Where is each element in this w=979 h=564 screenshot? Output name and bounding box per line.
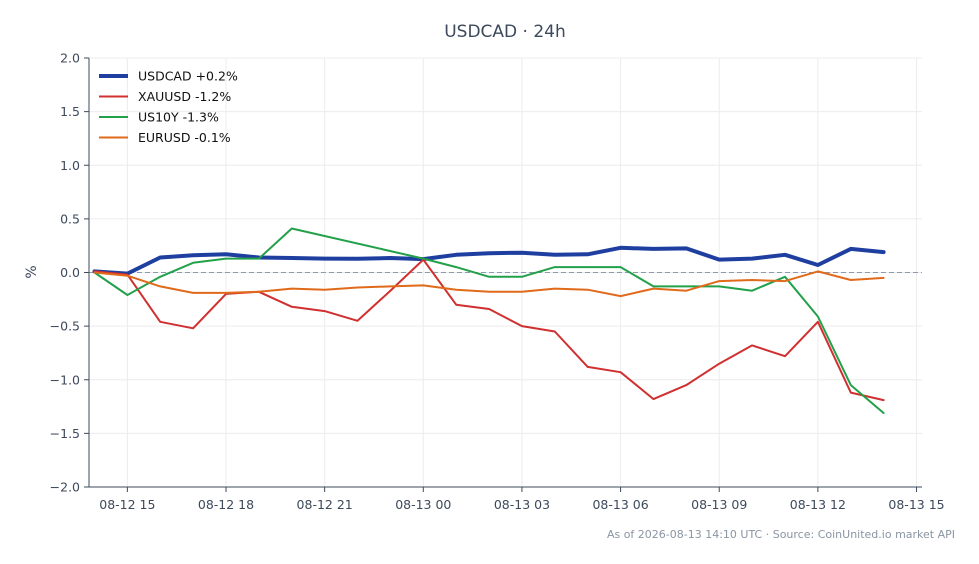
series-line-usdcad — [92, 245, 886, 276]
x-ticks: 08-12 15 08-12 18 08-12 21 08-13 00 08-13 03… — [99, 487, 945, 512]
legend-label-eurusd: EURUSD -0.1% — [138, 130, 231, 145]
x-tick-label: 08-13 06 — [592, 497, 648, 512]
y-tick-label: 0.0 — [60, 265, 80, 280]
y-tick-label: 2.0 — [60, 51, 80, 66]
x-tick-label: 08-12 15 — [99, 497, 155, 512]
y-tick-label: 0.5 — [60, 211, 80, 226]
y-axis-label: % — [24, 265, 40, 278]
chart-title: USDCAD · 24h — [444, 22, 566, 42]
series-line-us10y — [93, 227, 885, 414]
series-line-eurusd — [93, 270, 885, 298]
y-ticks: −2.0 −1.5 −1.0 −0.5 0.0 0.5 1.0 1.5 2.0 — [50, 51, 89, 495]
x-tick-label: 08-12 18 — [198, 497, 254, 512]
x-tick-label: 08-13 15 — [888, 497, 944, 512]
legend-label-xauusd: XAUUSD -1.2% — [138, 89, 231, 104]
footer-caption: As of 2026-08-13 14:10 UTC · Source: Coi… — [607, 528, 955, 541]
x-tick-label: 08-13 12 — [790, 497, 846, 512]
legend: USDCAD +0.2% XAUUSD -1.2% US10Y -1.3% EURUS… — [99, 69, 238, 145]
y-tick-label: 1.0 — [60, 158, 80, 173]
x-tick-label: 08-13 09 — [691, 497, 747, 512]
x-tick-label: 08-12 21 — [297, 497, 353, 512]
y-tick-label: −1.5 — [50, 426, 80, 441]
x-tick-label: 08-13 03 — [494, 497, 550, 512]
legend-label-us10y: US10Y -1.3% — [138, 110, 219, 125]
x-tick-label: 08-13 00 — [395, 497, 451, 512]
y-tick-label: −0.5 — [50, 319, 80, 334]
legend-label-usdcad: USDCAD +0.2% — [138, 69, 238, 84]
series-lines — [92, 227, 886, 414]
y-tick-label: −1.0 — [50, 372, 80, 387]
y-tick-label: −2.0 — [50, 480, 80, 495]
y-tick-label: 1.5 — [60, 104, 80, 119]
